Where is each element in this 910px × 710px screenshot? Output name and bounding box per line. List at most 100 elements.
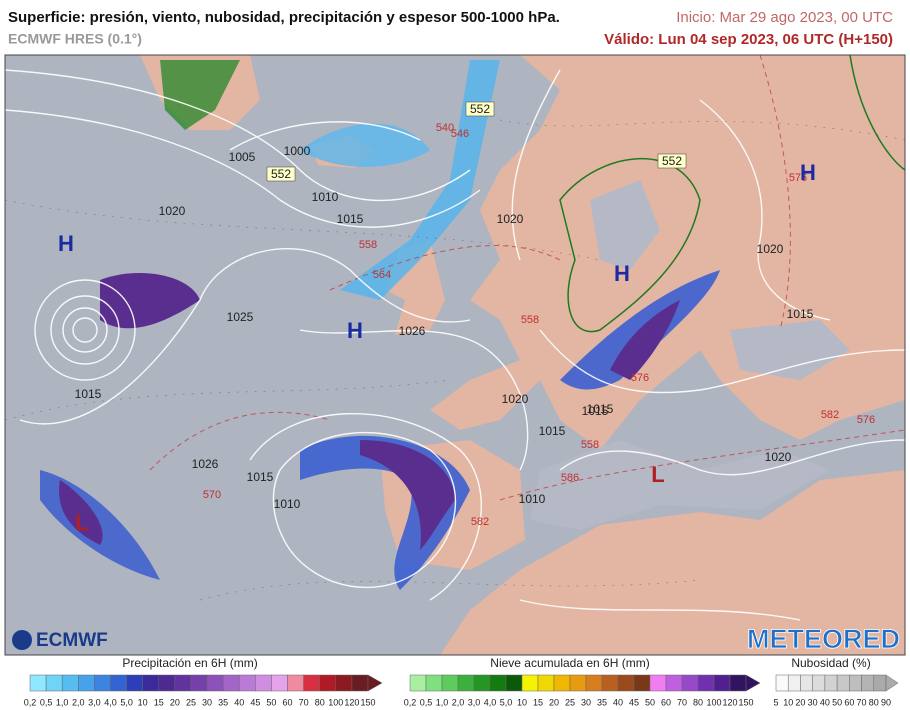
legend-tick: 5,0: [500, 697, 513, 707]
legend-tick: 4,0: [484, 697, 497, 707]
pressure-label: 1026: [192, 457, 219, 471]
thickness-label: 552: [470, 102, 490, 116]
legend-swatch: [617, 674, 635, 692]
isobar: [5, 69, 481, 228]
high-center: H: [347, 318, 363, 343]
pressure-label: 1005: [229, 150, 256, 164]
legend-tick: 0,5: [420, 697, 433, 707]
thickness-label: 570: [203, 489, 221, 501]
snow-area: [160, 60, 240, 130]
legend-tick: 35: [597, 697, 607, 707]
legend-tick: 4,0: [104, 697, 117, 707]
legend-tick: 40: [613, 697, 623, 707]
legend-arrow: [367, 674, 383, 692]
legend-swatch: [351, 674, 369, 692]
legend-swatch: [29, 674, 47, 692]
legend-arrow: [745, 674, 761, 692]
pressure-label: 1015: [247, 470, 274, 484]
legend-swatch: [319, 674, 337, 692]
isobar: [519, 329, 905, 621]
legend-swatch: [697, 674, 715, 692]
legend-tick: 1,0: [56, 697, 69, 707]
precip-area: [610, 300, 680, 380]
mediterranean: [530, 440, 830, 530]
legend-tick: 120: [722, 697, 737, 707]
legend-tick: 0,2: [404, 697, 417, 707]
legend-swatch: [824, 674, 838, 692]
pressure-label: 1015: [582, 404, 609, 418]
pressure-label: 1020: [502, 392, 529, 406]
legend-tick: 1,0: [436, 697, 449, 707]
legend-swatch: [206, 674, 224, 692]
isobar: [249, 412, 482, 601]
legend-tick: 80: [869, 697, 879, 707]
isobar: [511, 69, 831, 321]
high-center: H: [58, 231, 74, 256]
legend-tick: 50: [832, 697, 842, 707]
legend-tick: 15: [533, 697, 543, 707]
legend-tick: 40: [820, 697, 830, 707]
legend-swatch: [142, 674, 160, 692]
legend-tick: 60: [844, 697, 854, 707]
legend-tick: 20: [549, 697, 559, 707]
precip-area: [100, 272, 200, 329]
legend-tick: 100: [328, 697, 343, 707]
legend-tick: 30: [202, 697, 212, 707]
legend-swatch: [787, 674, 801, 692]
pressure-label: 1025: [227, 310, 254, 324]
legend-tick: 30: [808, 697, 818, 707]
thickness-label: 558: [581, 439, 599, 451]
precip-area: [59, 480, 103, 545]
legend-swatch: [174, 674, 192, 692]
legend-swatch: [553, 674, 571, 692]
thickness-label: 540: [436, 122, 454, 134]
legend-swatch: [190, 674, 208, 692]
legend-swatch: [729, 674, 747, 692]
legend-swatch: [800, 674, 813, 692]
legend-swatch: [238, 674, 256, 692]
legend-tick: 80: [315, 697, 325, 707]
legend-tick: 40: [234, 697, 244, 707]
legend-arrow: [885, 674, 899, 692]
legend-tick: 90: [881, 697, 891, 707]
legend-swatch: [649, 674, 667, 692]
black-sea: [730, 320, 850, 380]
legend-swatch: [222, 674, 240, 692]
thickness-label: 576: [631, 372, 649, 384]
low-center: L: [75, 510, 88, 535]
thickness-label: 576: [789, 172, 807, 184]
ecmwf-logo: ECMWF: [36, 630, 108, 651]
legend-tick: 25: [186, 697, 196, 707]
legend-swatch: [110, 674, 127, 692]
legend-swatch: [457, 674, 475, 692]
ecmwf-icon: [12, 630, 32, 650]
legend-tick: 20: [795, 697, 805, 707]
legend-swatch: [861, 674, 875, 692]
legend-tick: 150: [738, 697, 753, 707]
isobar: [34, 279, 136, 381]
thickness-label: 558: [359, 239, 377, 251]
legend-tick: 60: [661, 697, 671, 707]
legend-tick: 2,0: [452, 697, 465, 707]
legend-tick: 10: [517, 697, 527, 707]
thickness-label: 558: [521, 314, 539, 326]
legend-tick: 20: [170, 697, 180, 707]
pressure-label: 1015: [787, 307, 814, 321]
legend-tick: 0,5: [40, 697, 53, 707]
legend-tick: 10: [783, 697, 793, 707]
legend-swatch: [489, 674, 507, 692]
model: ECMWF HRES (0.1°): [8, 31, 142, 47]
thickness-label: 586: [561, 472, 579, 484]
legend-swatch: [45, 674, 63, 692]
legends: Precipitación en 6H (mm) Nieve acumulada…: [122, 656, 870, 670]
legend-swatch: [505, 674, 523, 692]
legend-swatch: [94, 674, 111, 692]
legend-swatch: [633, 674, 651, 692]
legend-swatch: [537, 674, 555, 692]
legend-title: Precipitación en 6H (mm): [122, 656, 257, 670]
legend-tick: 70: [677, 697, 687, 707]
pressure-label: 1026: [399, 324, 426, 338]
thickness-label: 552: [662, 154, 682, 168]
legend-tick: 35: [218, 697, 228, 707]
